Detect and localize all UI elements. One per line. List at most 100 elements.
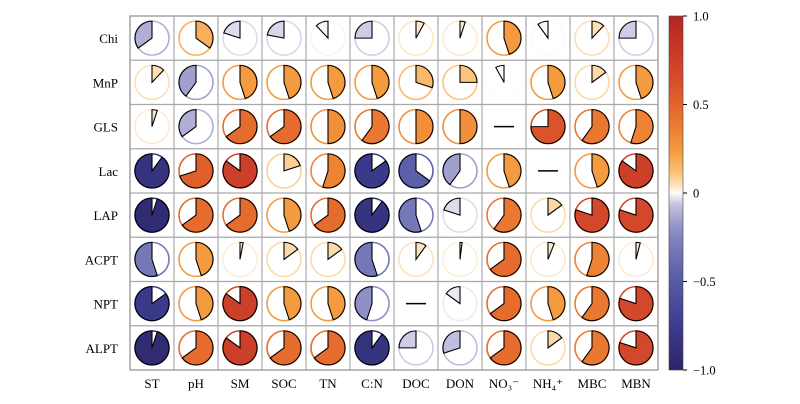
cell-wedge [591, 20, 605, 40]
cell-gls-st [134, 108, 170, 145]
cell-wedge [618, 286, 654, 322]
cell-lac-tn [310, 153, 346, 189]
cell-wedge [591, 153, 610, 188]
column-label-nh4: NH₄⁺ [533, 376, 563, 391]
cell-gls-tn [310, 108, 346, 145]
cell-lap-ph [178, 197, 214, 233]
cell-acpt-tn [310, 241, 346, 278]
cell-npt-no3 [486, 285, 522, 322]
cell-mnp-mbc [574, 64, 610, 101]
cell-wedge [178, 109, 197, 138]
cell-lac-doc [398, 153, 434, 189]
column-label-tn: TN [319, 376, 337, 391]
cell-alpt-doc [398, 330, 434, 366]
cell-wedge [586, 241, 610, 277]
cell-wedge [354, 241, 378, 277]
cell-wedge [630, 109, 654, 145]
cell-chi-c-n [354, 20, 390, 56]
cell-wedge [415, 20, 425, 39]
cell-lap-mbc [574, 197, 610, 233]
cell-acpt-soc [266, 241, 302, 278]
colorbar: 1.0 0.5 0 −0.5 −1.0 [668, 10, 716, 378]
row-label-lap: LAP [93, 208, 118, 223]
cell-wedge [327, 64, 346, 100]
cell-wedge [195, 286, 214, 321]
cell-wedge [225, 109, 258, 145]
cell-npt-st [134, 285, 170, 322]
cell-wedge [442, 330, 461, 354]
cell-acpt-c-n [354, 241, 390, 278]
cell-acpt-nh4 [530, 241, 566, 278]
cell-wedge [322, 153, 346, 189]
cell-mnp-soc [266, 64, 302, 101]
cell-gls-ph [178, 108, 214, 145]
cell-wedge [283, 197, 302, 232]
cell-alpt-don [442, 330, 478, 366]
cell-wedge [354, 330, 390, 366]
cell-gls-doc [398, 108, 434, 145]
cell-wedge [222, 286, 258, 322]
cell-wedge [354, 153, 390, 189]
cell-wedge [315, 20, 329, 40]
cell-lac-don [442, 153, 478, 189]
cell-lap-tn [310, 197, 346, 233]
cell-lac-sm [222, 153, 258, 189]
cell-mnp-ph [178, 64, 214, 101]
cell-lap-c-n [354, 197, 390, 233]
column-labels: ST pH SM SOC TN C:N DOC DON NO₃⁻ NH₄⁺ MBC MBN [144, 376, 651, 391]
cell-lap-don [442, 197, 478, 233]
cell-wedge [547, 64, 566, 100]
cell-lap-doc [398, 197, 434, 233]
cell-gls-don [442, 108, 478, 145]
colorbar-gradient [668, 15, 684, 371]
colorbar-tick-label: 1.0 [693, 10, 709, 24]
row-label-mnp: MnP [93, 75, 118, 90]
cell-wedge [489, 241, 522, 277]
cell-wedge [178, 64, 197, 97]
colorbar-tick-label: 0.5 [693, 98, 709, 112]
cell-wedge [489, 286, 522, 322]
cell-wedge [283, 64, 302, 100]
cell-wedge [547, 330, 563, 349]
cell-lap-no3 [486, 197, 522, 233]
cell-lap-soc [266, 197, 302, 233]
cell-chi-don [442, 20, 478, 56]
column-label-st: ST [144, 376, 159, 391]
row-label-alpt: ALPT [86, 341, 119, 356]
cell-mnp-c-n [354, 64, 390, 101]
row-label-lac: Lac [99, 164, 119, 179]
cell-wedge [581, 330, 610, 366]
cell-alpt-mbc [574, 330, 610, 366]
cell-wedge [547, 197, 563, 217]
cell-wedge [635, 64, 654, 100]
cell-mnp-sm [222, 64, 258, 101]
cell-chi-mbc [574, 20, 610, 56]
cell-wedge [591, 64, 607, 84]
cell-wedge [225, 197, 258, 233]
cell-alpt-soc [266, 330, 302, 366]
cell-wedge [269, 109, 302, 145]
cell-wedge [266, 20, 285, 39]
cell-alpt-c-n [354, 330, 390, 366]
cell-wedge [443, 197, 461, 216]
cell-chi-tn [310, 20, 346, 56]
row-label-acpt: ACPT [85, 252, 118, 267]
cell-npt-mbc [574, 285, 610, 322]
cell-wedge [313, 330, 346, 366]
cell-wedge [327, 286, 346, 321]
cell-wedge [195, 241, 214, 277]
cell-mnp-tn [310, 64, 346, 101]
cell-wedge [415, 64, 434, 89]
column-label-mbn: MBN [621, 376, 651, 391]
column-label-ph: pH [188, 376, 204, 391]
cell-wedge [547, 241, 555, 260]
cell-gls-mbn [618, 108, 654, 145]
cell-npt-don [442, 285, 478, 322]
cell-wedge [222, 153, 258, 189]
cell-wedge [134, 20, 153, 49]
cell-wedge [327, 241, 343, 261]
cell-wedge [151, 109, 158, 127]
cell-wedge [398, 330, 417, 349]
cell-mnp-don [442, 64, 478, 101]
cell-acpt-ph [178, 241, 214, 278]
